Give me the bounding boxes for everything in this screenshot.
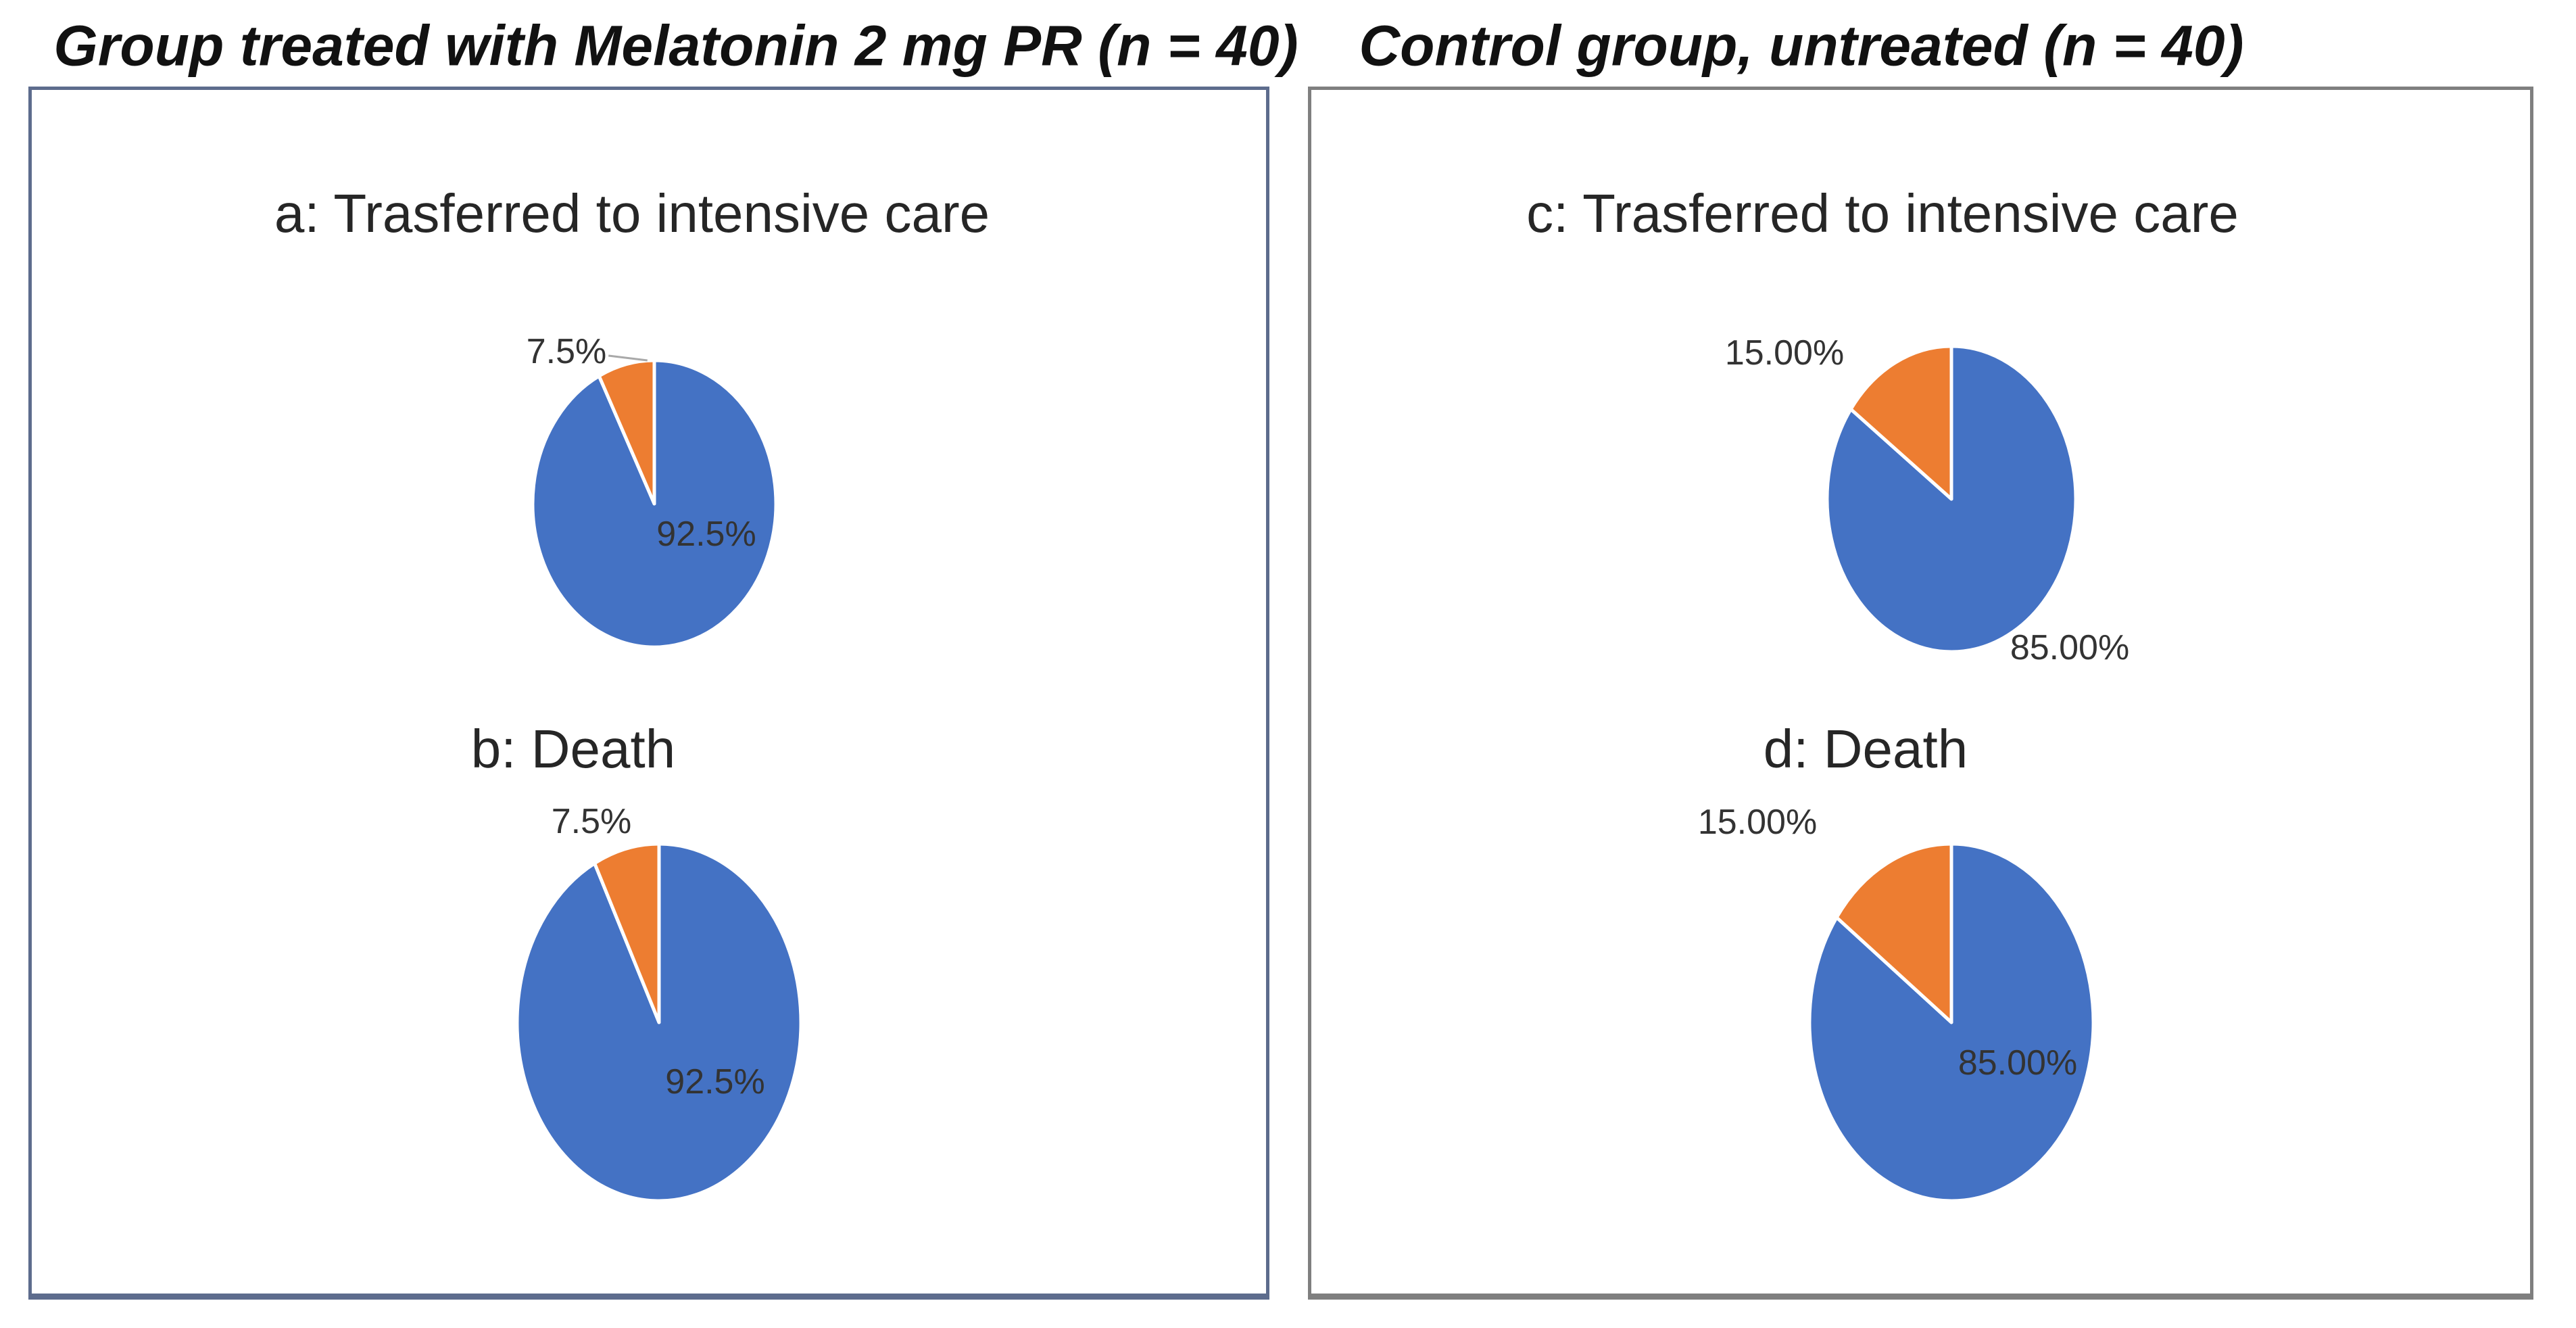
pie-c-outside-label-blue: 85.00% [2010,628,2130,667]
pie-slice-d-1 [1834,842,1953,1024]
pie-c-outside-label-orange: 15.00% [1724,333,1845,373]
treated-panel-title: Group treated with Melatonin 2 mg PR (n … [53,14,1298,78]
pie-a-outside-label: 7.5% [526,332,607,371]
chart-b-title: b: Death [470,719,676,779]
pie-d-outside-label: 15.00% [1697,803,1818,842]
pie-chart-c [1825,344,2078,654]
pie-b-inside-label: 92.5% [665,1062,765,1101]
pie-a-inside-label: 92.5% [656,515,756,554]
chart-a-title: a: Trasferred to intensive care [274,183,990,243]
pie-chart-a [531,358,778,649]
pie-slice-b-1 [593,842,661,1024]
chart-c-title: c: Trasferred to intensive care [1526,183,2239,243]
pie-slice-a-1 [597,358,656,506]
chart-d-title: d: Death [1763,719,1968,779]
pie-b-outside-label: 7.5% [551,802,632,841]
control-panel-title: Control group, untreated (n = 40) [1359,14,2244,78]
pie-slice-c-1 [1849,344,1953,501]
pie-d-inside-label: 85.00% [1958,1043,2078,1083]
pie-chart-d [1807,842,2095,1203]
pie-chart-b [515,842,803,1203]
